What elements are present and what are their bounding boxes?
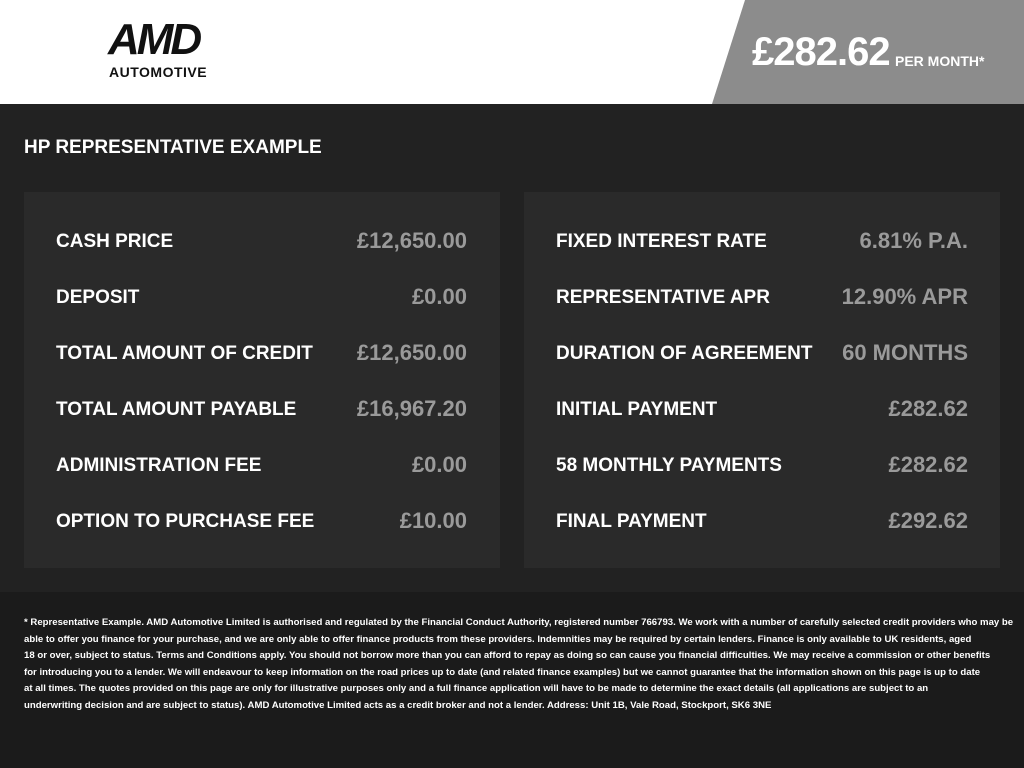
footer	[0, 592, 1024, 768]
row-value: £0.00	[411, 452, 467, 477]
disclaimer-line: * Representative Example. AMD Automotive…	[24, 617, 1014, 628]
price-banner	[712, 0, 1024, 104]
disclaimer-line: underwriting decision and are subject to…	[24, 700, 772, 711]
disclaimer-line: for introducing you to a lender. We will…	[24, 666, 981, 678]
row-value: 12.90% APR	[841, 284, 968, 309]
row-label: FIXED INTEREST RATE	[556, 231, 767, 252]
row-value: £16,967.20	[356, 396, 467, 421]
row-label: FINAL PAYMENT	[556, 511, 707, 532]
logo-subtext: AUTOMOTIVE	[109, 64, 208, 80]
row-value: £0.00	[411, 284, 467, 309]
price-banner-shape	[712, 0, 1024, 104]
row-label: ADMINISTRATION FEE	[56, 455, 262, 476]
right-panel	[524, 192, 1000, 568]
row-label: OPTION TO PURCHASE FEE	[56, 511, 315, 532]
row-label: TOTAL AMOUNT PAYABLE	[56, 399, 297, 420]
logo-text: AMD	[108, 15, 202, 64]
disclaimer-line: 18 or over, subject to status. Terms and…	[24, 650, 991, 662]
disclaimer-line: at all times. The quotes provided on thi…	[24, 683, 929, 695]
row-value: £292.62	[888, 508, 968, 533]
row-label: INITIAL PAYMENT	[556, 399, 718, 420]
price-suffix: PER MONTH*	[895, 53, 985, 69]
row-label: CASH PRICE	[56, 231, 174, 252]
row-value: £10.00	[399, 508, 467, 533]
row-value: 6.81% P.A.	[859, 228, 968, 253]
monthly-price: £282.62	[752, 30, 891, 74]
row-value: £12,650.00	[356, 340, 467, 365]
section-title: HP REPRESENTATIVE EXAMPLE	[24, 137, 322, 158]
row-label: TOTAL AMOUNT OF CREDIT	[56, 343, 313, 364]
row-label: DEPOSIT	[56, 287, 140, 308]
row-value: 60 MONTHS	[842, 340, 968, 365]
row-value: £12,650.00	[356, 228, 467, 253]
row-value: £282.62	[888, 452, 968, 477]
row-label: 58 MONTHLY PAYMENTS	[556, 455, 782, 476]
row-value: £282.62	[888, 396, 968, 421]
row-label: REPRESENTATIVE APR	[556, 287, 770, 308]
row-label: DURATION OF AGREEMENT	[556, 343, 813, 364]
disclaimer-line: able to offer you finance for your purch…	[24, 633, 972, 645]
left-panel	[24, 192, 500, 568]
